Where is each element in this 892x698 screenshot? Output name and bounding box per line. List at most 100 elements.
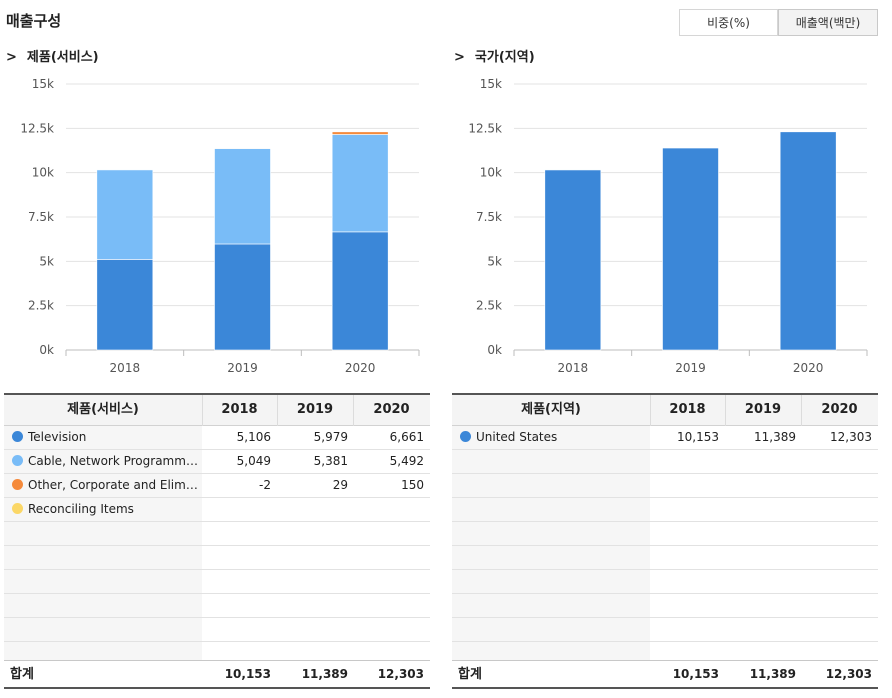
chevron-right-icon: >: [454, 50, 465, 65]
legend-dot-icon: [12, 431, 23, 442]
row-value: [202, 498, 271, 521]
row-label: Cable, Network Programming: [28, 454, 198, 468]
y-tick-label: 12.5k: [20, 121, 54, 135]
x-tick-label: 2019: [675, 361, 706, 375]
total-label: 합계: [458, 667, 482, 682]
row-value: [353, 498, 424, 521]
total-2019: 11,389: [301, 667, 348, 681]
total-row: 합계 10,153 11,389 12,303: [452, 660, 878, 687]
row-label: Reconciling Items: [28, 502, 134, 516]
y-tick-label: 5k: [487, 254, 502, 268]
table-header: 제품(서비스) 2018 2019 2020: [4, 395, 430, 426]
row-value: 12,303: [830, 430, 872, 444]
legend-dot-icon: [12, 503, 23, 514]
table-row: [452, 474, 878, 498]
amount-toggle-button[interactable]: 매출액(백만): [778, 9, 878, 36]
bar-segment: [214, 147, 271, 149]
row-value: 5,492: [389, 454, 424, 468]
y-tick-label: 7.5k: [476, 210, 502, 224]
row-value: 6,661: [389, 430, 424, 444]
x-tick-label: 2018: [110, 361, 141, 375]
table-row: [4, 522, 430, 546]
header-name: 제품(지역): [521, 402, 581, 417]
row-value: 10,153: [677, 430, 719, 444]
total-2018: 10,153: [224, 667, 271, 681]
header-2020: 2020: [373, 402, 410, 417]
table-row: [452, 570, 878, 594]
row-value: -2: [259, 478, 271, 492]
table-row: [4, 570, 430, 594]
header-name: 제품(서비스): [67, 402, 139, 417]
y-tick-label: 15k: [32, 77, 54, 91]
ratio-toggle-button[interactable]: 비중(%): [679, 9, 778, 36]
total-2018: 10,153: [672, 667, 719, 681]
row-value: 5,049: [236, 454, 271, 468]
x-tick-label: 2020: [345, 361, 376, 375]
total-label: 합계: [10, 667, 34, 682]
table-row: [4, 594, 430, 618]
table-row: United States 10,153 11,389 12,303: [452, 426, 878, 450]
bar-segment: [662, 147, 719, 351]
table-row: [452, 546, 878, 570]
table-row: [452, 594, 878, 618]
row-value: 150: [401, 478, 424, 492]
y-tick-label: 0k: [39, 343, 54, 357]
row-label: United States: [476, 430, 558, 444]
total-row: 합계 10,153 11,389 12,303: [4, 660, 430, 687]
region-bar-chart: 0k 2.5k 5k 7.5k 10k 12.5k 15k 2018 2019 2020: [468, 77, 868, 375]
region-panel: > 국가(지역) 0k 2.5k 5k 7.5k 10k 12.5k 15k 2018 2019 2…: [452, 0, 880, 698]
header-2020: 2020: [821, 402, 858, 417]
row-value: 29: [332, 478, 348, 492]
table-row: [452, 522, 878, 546]
y-tick-label: 2.5k: [476, 299, 502, 313]
legend-dot-icon: [12, 455, 23, 466]
total-2020: 12,303: [377, 667, 424, 681]
region-table: 제품(지역) 2018 2019 2020 United States 10,15…: [452, 393, 878, 689]
bar-segment: [214, 148, 271, 245]
row-value: 5,381: [313, 454, 348, 468]
table-row: [452, 618, 878, 642]
row-value: [277, 498, 348, 521]
table-row: [452, 498, 878, 522]
legend-dot-icon: [460, 431, 471, 442]
row-name: Other, Corporate and Eliminations: [12, 474, 198, 497]
y-tick-label: 10k: [480, 166, 502, 180]
bar-segment: [96, 259, 154, 351]
table-row: Other, Corporate and Eliminations -2 29 150: [4, 474, 430, 498]
total-2020: 12,303: [825, 667, 872, 681]
x-tick-label: 2018: [558, 361, 589, 375]
region-section-title: > 국가(지역): [454, 46, 535, 65]
row-label: Other, Corporate and Eliminations: [28, 478, 198, 492]
bar-segment: [214, 243, 271, 351]
product-stacked-bar-chart: 0k 2.5k 5k 7.5k 10k 12.5k 15k 2018 2019 2020: [20, 77, 420, 375]
bar-segment: [779, 131, 837, 351]
row-name: Cable, Network Programming: [12, 450, 198, 473]
y-tick-label: 12.5k: [468, 121, 502, 135]
y-tick-label: 5k: [39, 254, 54, 268]
x-tick-label: 2019: [227, 361, 258, 375]
total-2019: 11,389: [749, 667, 796, 681]
product-section-title: > 제품(서비스): [6, 46, 99, 65]
bar-segment: [331, 131, 389, 135]
product-table: 제품(서비스) 2018 2019 2020 Television 5,106 5,…: [4, 393, 430, 689]
region-section-label: 국가(지역): [474, 50, 535, 65]
product-section-label: 제품(서비스): [26, 50, 99, 65]
header-2018: 2018: [221, 402, 258, 417]
header-2019: 2019: [744, 402, 782, 417]
y-tick-label: 7.5k: [28, 210, 54, 224]
y-tick-label: 2.5k: [28, 299, 54, 313]
table-row: Television 5,106 5,979 6,661: [4, 426, 430, 450]
header-2019: 2019: [296, 402, 334, 417]
bar-segment: [96, 169, 154, 260]
table-row: [4, 546, 430, 570]
row-name: Television: [12, 426, 198, 449]
table-row: [4, 618, 430, 642]
row-label: Television: [28, 430, 87, 444]
product-panel: > 제품(서비스) 0k 2.5k 5k 7.5k 10k 12.5k 15k 2018 2019…: [4, 0, 432, 698]
row-value: 5,106: [236, 430, 271, 444]
row-value: 5,979: [313, 430, 348, 444]
row-name: United States: [460, 426, 646, 449]
y-tick-label: 10k: [32, 166, 54, 180]
y-tick-label: 0k: [487, 343, 502, 357]
legend-dot-icon: [12, 479, 23, 490]
